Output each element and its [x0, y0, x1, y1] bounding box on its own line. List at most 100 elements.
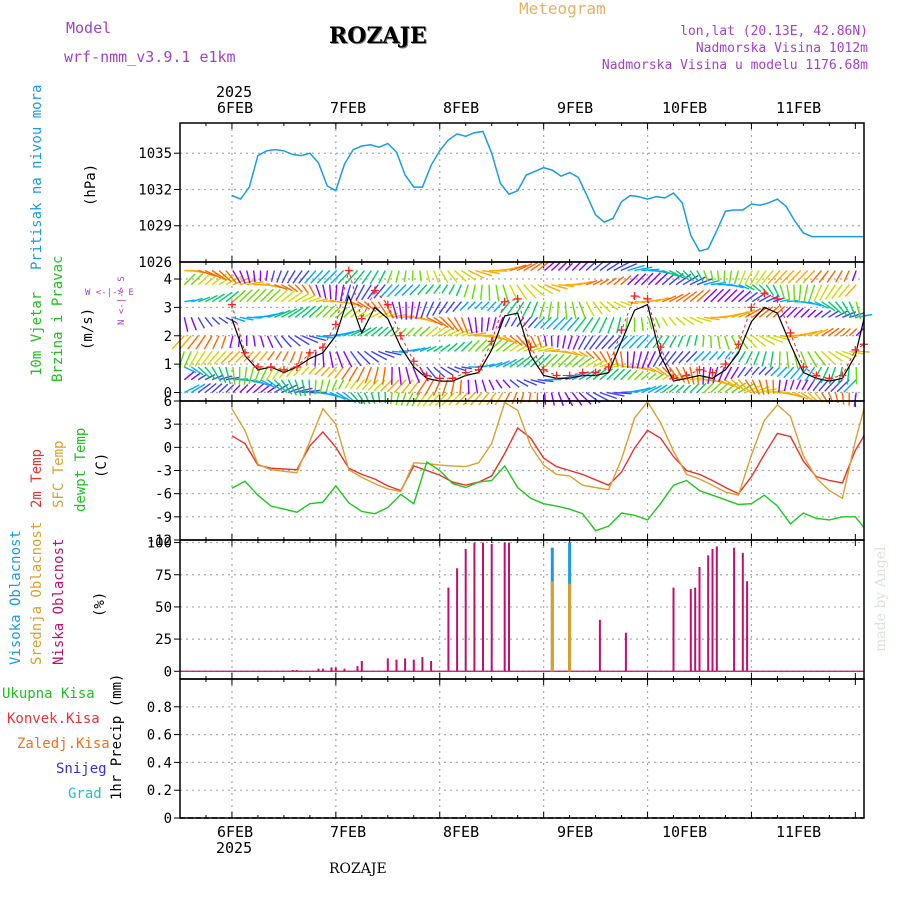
wind-vector: [386, 270, 393, 284]
wind-vector: [294, 293, 309, 303]
cloud-low-bar: [707, 555, 710, 672]
wind-vector: [814, 310, 823, 318]
wind-vector: [191, 297, 203, 303]
wind-vector: [460, 340, 473, 352]
bottom-day-label: 10FEB: [662, 823, 708, 841]
wind-vector: [585, 350, 595, 360]
wind-vector: [766, 390, 784, 394]
cloud-low-bar: [733, 547, 736, 672]
wind-vector: [280, 290, 296, 303]
top-year-label: 2025: [216, 83, 253, 101]
wind-vector: [378, 350, 395, 359]
wind-vector: [218, 269, 232, 283]
wind-vector: [225, 270, 237, 284]
wind-vector: [689, 289, 704, 303]
wind-vector: [364, 326, 378, 337]
wind-vector: [574, 316, 587, 332]
wind-vector: [728, 270, 733, 284]
wind-vector: [260, 288, 274, 303]
wind-vector: [516, 355, 531, 368]
wind-vector: [696, 316, 712, 323]
wind-vector: [373, 284, 386, 299]
wind-vector: [562, 335, 566, 349]
wind-vector: [744, 379, 756, 395]
wind-vector: [606, 301, 619, 311]
top-day-label: 7FEB: [330, 99, 367, 117]
wind-vector: [744, 270, 753, 285]
wind-vector: [301, 294, 316, 303]
wind-vector: [772, 297, 784, 303]
altitude: Nadmorska Visina 1012m: [695, 41, 868, 56]
wind-vector: [480, 301, 490, 311]
wind-vector: [220, 335, 227, 349]
wind-vector: [716, 350, 726, 360]
top-day-label: 9FEB: [557, 99, 594, 117]
wind-vector: [260, 379, 277, 389]
wind-vector: [606, 351, 614, 365]
wind-vector: [426, 316, 443, 326]
wind-vector: [308, 305, 323, 318]
wind-vector: [276, 270, 282, 283]
wind-vector: [391, 301, 398, 319]
wind-vector: [783, 379, 788, 392]
wind-vector: [239, 384, 249, 393]
wind-vector: [696, 270, 704, 282]
wind-vector: [530, 301, 539, 319]
wind-gust-marker: [734, 340, 743, 349]
panel-frame: [179, 678, 865, 819]
wind-vector: [571, 392, 583, 406]
wind-vector: [454, 366, 466, 372]
wind-gust-marker: [838, 371, 847, 380]
wind-vector: [232, 316, 246, 323]
wind-vector: [819, 284, 830, 301]
wind-vector: [440, 316, 455, 331]
wind-vector: [770, 366, 781, 377]
wind-vector: [550, 261, 561, 272]
wind-vector: [232, 270, 242, 284]
wind-vector: [772, 379, 775, 394]
wind-vector: [432, 379, 442, 396]
y-tick-label: 0.8: [147, 700, 172, 716]
wind-vector: [738, 350, 746, 363]
wind-vector: [745, 284, 755, 291]
wind-vector: [745, 351, 753, 364]
wind-vector: [533, 316, 546, 329]
wind-vector: [420, 301, 428, 319]
wind-gust-marker: [825, 374, 834, 383]
wind-vector: [758, 335, 775, 346]
wind-vector: [835, 310, 848, 318]
wind-vector: [752, 386, 770, 394]
wind-vector: [474, 379, 479, 394]
cloud-low-bar: [395, 659, 398, 672]
wind-vector: [606, 368, 619, 381]
wind-vector: [380, 379, 393, 392]
wind-vector: [494, 392, 504, 406]
wind-vector: [613, 276, 625, 286]
wind-vector: [426, 345, 437, 352]
wind-vector: [675, 366, 686, 383]
wind-vector: [336, 351, 344, 368]
wind-vector: [537, 379, 554, 383]
y-tick-label: -12: [147, 533, 172, 549]
wind-vector: [455, 284, 463, 297]
wind-vector: [731, 284, 744, 289]
top-day-label: 8FEB: [443, 99, 480, 117]
wind-vector: [693, 350, 705, 362]
wind-vector: [724, 350, 733, 360]
wind-vector: [183, 351, 192, 368]
wind-gust-marker: [656, 343, 665, 352]
wind-vector: [428, 392, 442, 407]
wind-vector: [218, 316, 229, 324]
wind-vector: [753, 351, 760, 366]
y-tick-label: 1029: [138, 219, 172, 235]
wind-vector: [204, 269, 222, 279]
y-tick-label: -6: [155, 487, 172, 503]
wind-vector: [253, 288, 267, 303]
wind-vector: [308, 379, 311, 396]
wind-vector: [812, 366, 823, 383]
wind-vector: [507, 301, 518, 315]
wind-vector: [677, 335, 684, 348]
wind-gust-marker: [851, 345, 860, 354]
wind-vector: [357, 327, 372, 337]
cloud-low-bar: [598, 619, 601, 672]
